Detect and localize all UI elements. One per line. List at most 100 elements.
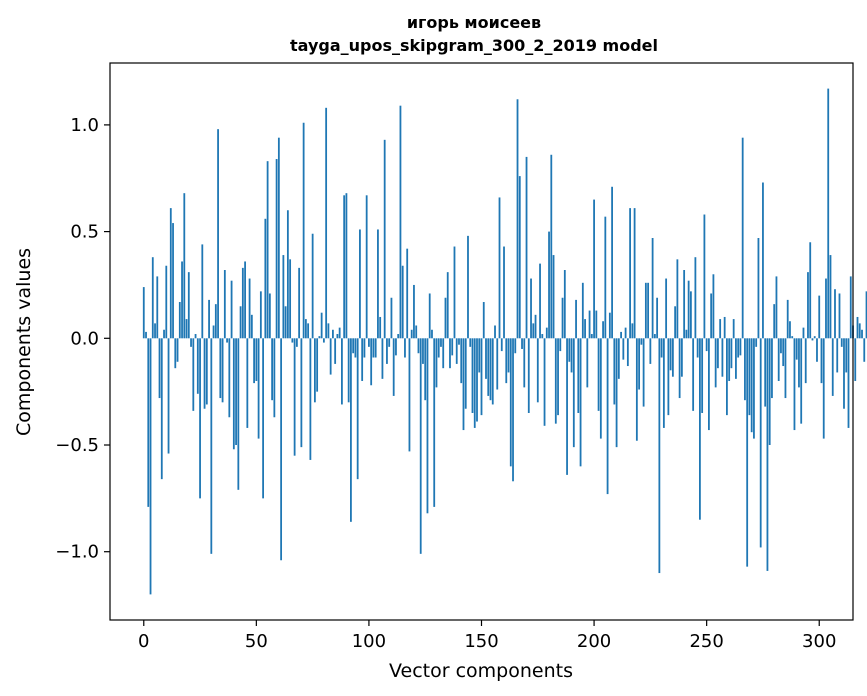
bar [665, 278, 668, 339]
bar [334, 338, 337, 364]
bar [244, 261, 246, 339]
bar [142, 287, 145, 339]
bar [825, 278, 827, 339]
bar [822, 338, 825, 439]
bar [327, 323, 330, 339]
bar [764, 338, 767, 407]
bar [692, 338, 695, 411]
bar [766, 338, 769, 571]
bar [739, 338, 742, 356]
bar [816, 338, 818, 362]
bar [530, 278, 532, 339]
bar [185, 319, 188, 339]
bar [487, 338, 490, 396]
bar [611, 186, 613, 339]
bar [653, 334, 656, 339]
bar [505, 338, 508, 384]
bar [289, 259, 292, 339]
bar [174, 338, 177, 369]
bar [536, 338, 539, 403]
bar [444, 297, 447, 339]
bar [458, 338, 460, 345]
bar [259, 291, 262, 339]
bar [827, 88, 830, 339]
bar [291, 338, 294, 343]
bar [422, 338, 424, 364]
chart-title-line1: игорь моисеев [407, 13, 541, 32]
bar [649, 338, 652, 364]
bar [620, 331, 622, 339]
bar [662, 338, 665, 428]
bar [829, 255, 832, 339]
bar [629, 208, 631, 339]
bar [696, 338, 699, 358]
bar [370, 338, 373, 386]
bar [705, 338, 708, 352]
bar [163, 329, 165, 339]
x-tick-label: 200 [577, 631, 611, 652]
bar [345, 193, 348, 339]
bar [381, 338, 384, 379]
bar [651, 238, 654, 339]
bar [221, 338, 224, 403]
bar [863, 338, 866, 362]
bar [377, 229, 379, 339]
bar [847, 338, 850, 428]
bar [719, 319, 722, 339]
bar [167, 338, 170, 454]
bar [521, 338, 523, 349]
bar [545, 327, 548, 339]
bar [208, 299, 210, 339]
bar [325, 107, 328, 339]
bar [741, 137, 744, 339]
bar [176, 338, 179, 362]
bar [566, 338, 568, 475]
bar [671, 338, 674, 377]
bar [417, 338, 420, 354]
bar [304, 319, 307, 339]
bar [145, 331, 147, 339]
bar [489, 338, 492, 401]
bar [460, 338, 463, 384]
bar [194, 334, 197, 339]
bar [701, 338, 704, 413]
bar [534, 314, 537, 339]
y-tick-label: 0.0 [70, 328, 99, 349]
bar [780, 338, 782, 354]
bar [579, 338, 582, 467]
bar [802, 327, 805, 339]
bar [295, 338, 298, 347]
bar [723, 316, 726, 339]
bar [539, 263, 541, 339]
bar [406, 248, 409, 339]
bar [563, 270, 566, 339]
bar [674, 306, 677, 339]
bar [322, 338, 325, 343]
bar [813, 336, 816, 339]
bar [689, 291, 692, 339]
bar [568, 338, 571, 362]
bar [183, 193, 186, 339]
bar [777, 338, 780, 381]
bar [293, 338, 296, 456]
bar [196, 338, 199, 394]
bar [518, 176, 521, 339]
bar [775, 276, 778, 339]
bar [442, 338, 445, 369]
bar [440, 338, 442, 347]
bar [708, 338, 710, 431]
bar [462, 338, 465, 431]
bar [363, 338, 366, 358]
bar [147, 338, 150, 507]
bar [313, 338, 316, 403]
bar [359, 229, 361, 339]
bar [356, 338, 359, 480]
bar [298, 267, 301, 339]
bar [541, 334, 544, 339]
bar [638, 338, 641, 390]
bar [552, 255, 555, 339]
x-tick-label: 250 [689, 631, 723, 652]
bar [379, 316, 382, 339]
x-tick-label: 300 [802, 631, 836, 652]
bar [735, 338, 737, 379]
